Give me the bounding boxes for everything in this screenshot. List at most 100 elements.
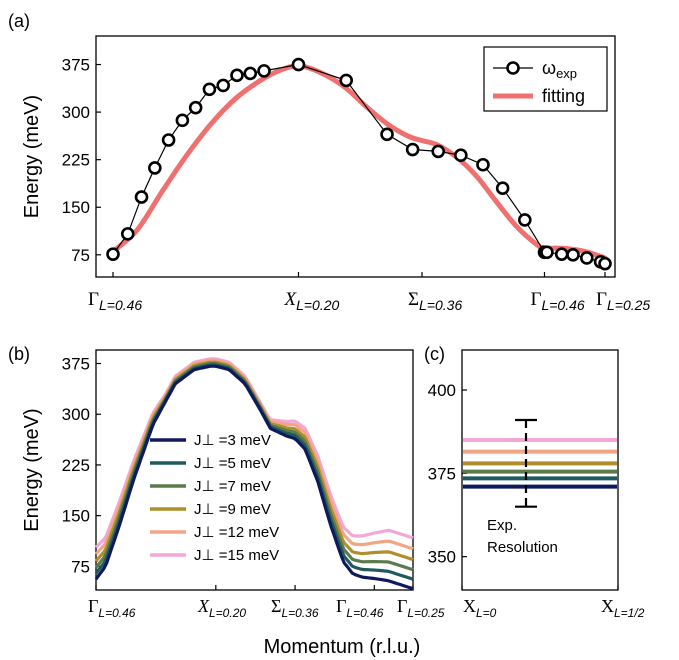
x-tick-subscript: L=0.20 [209,606,246,620]
x-tick-label: ΓL=0.25 [397,596,445,620]
data-point [431,144,446,159]
data-point [106,247,120,261]
data-point [518,213,532,227]
x-tick-subscript: L=0.36 [419,297,462,313]
legend-box [483,46,608,112]
y-tick-label: 350 [428,548,456,567]
x-tick-subscript: L=0.46 [346,606,383,620]
data-point [495,181,510,196]
legend-label: J⊥ =5 meV [194,455,271,472]
data-point [188,100,203,115]
legend: ωexp fitting [483,46,608,112]
legend: J⊥ =3 meV J⊥ =5 meV J⊥ =7 meV J⊥ =9 meV J⊥ =… [150,432,279,564]
x-tick-symbol: X [197,596,210,616]
legend-label: J⊥ =12 meV [194,524,279,541]
annotation-line2: Resolution [487,539,558,556]
x-tick-subscript: L=0.36 [281,606,318,620]
x-tick-label: ΣL=0.36 [271,596,319,620]
y-tick-label: 375 [428,464,456,483]
y-axis-label: Energy (meV) [21,408,43,531]
x-tick-label: XL=1/2 [601,596,645,620]
legend-label: J⊥ =9 meV [194,501,271,518]
x-tick-symbol: Γ [88,289,99,310]
data-point [243,66,258,81]
y-tick-label: 300 [62,103,90,122]
legend-marker-exp [506,61,520,75]
data-point [175,113,190,128]
data-point [230,68,244,83]
x-tick-subscript: L=0.20 [296,297,339,313]
data-point [566,248,580,262]
panel-label: (a) [8,11,30,31]
x-tick-label: ΓL=0.46 [336,596,384,620]
y-axis-label: Energy (meV) [21,95,43,218]
x-tick-subscript: L=0.25 [607,297,650,313]
x-tick-symbol: Γ [596,289,607,310]
legend-label: J⊥ =7 meV [194,478,271,495]
x-axis-label: Momentum (r.l.u.) [264,636,421,658]
x-tick-label: XL=0.20 [283,289,339,313]
x-tick-label: ΓL=0.46 [88,596,136,620]
data-point [598,256,612,271]
data-point [202,82,217,97]
data-point [257,64,271,78]
panel-label: (b) [8,344,30,364]
data-point [380,127,394,142]
series-line-exp [112,63,606,265]
y-tick-label: 150 [62,198,90,217]
legend-label: J⊥ =15 meV [194,547,279,564]
plot-frame [95,35,616,278]
x-tick-subscript: L=0.46 [98,606,135,620]
x-tick-label: ΓL=0.46 [88,289,142,313]
x-tick-symbol: Γ [336,596,346,616]
x-tick-subscript: L=0 [476,606,497,620]
x-tick-symbol: X [283,289,297,310]
x-tick-subscript: L=1/2 [614,606,645,620]
plot-frame [95,349,414,591]
data-point [161,133,176,147]
data-point [148,161,162,175]
x-tick-label: ΣL=0.36 [408,289,462,313]
series-line [94,364,414,591]
legend-label-exp: ωexp [542,58,577,81]
data-point [339,73,354,88]
legend-label-fitting: fitting [542,86,585,106]
y-tick-label: 375 [62,56,90,75]
x-tick-subscript: L=0.46 [99,297,142,313]
data-point [579,251,594,265]
y-tick-label: 225 [62,151,90,170]
data-point [540,245,554,260]
annotation-line1: Exp. [487,517,517,534]
data-point [476,157,490,172]
series-line-fitting [110,63,608,261]
y-tick-label: 400 [428,381,456,400]
y-tick-label: 75 [71,246,90,265]
y-tick-label: 225 [62,456,90,475]
x-tick-label: ΓL=0.46 [530,289,584,313]
data-point [454,148,468,163]
data-point [291,57,306,72]
x-tick-label: ΓL=0.25 [596,289,650,313]
x-tick-symbol: Γ [530,289,541,310]
data-point [120,227,135,241]
x-tick-label: XL=0.20 [197,596,246,620]
panel-label: (c) [424,344,445,364]
x-tick-symbol: Σ [408,289,419,310]
data-point [216,78,231,93]
x-tick-symbol: Σ [271,596,281,616]
legend-label: J⊥ =3 meV [194,432,271,449]
plot-frame [461,349,619,591]
y-tick-label: 150 [62,507,90,526]
data-point [405,142,420,157]
y-tick-label: 375 [62,355,90,374]
x-tick-subscript: L=0.46 [541,297,584,313]
x-tick-label: XL=0 [463,596,497,620]
y-tick-label: 75 [71,557,90,576]
data-point [554,247,569,261]
x-tick-symbol: X [601,596,614,616]
x-tick-symbol: Γ [88,596,98,616]
